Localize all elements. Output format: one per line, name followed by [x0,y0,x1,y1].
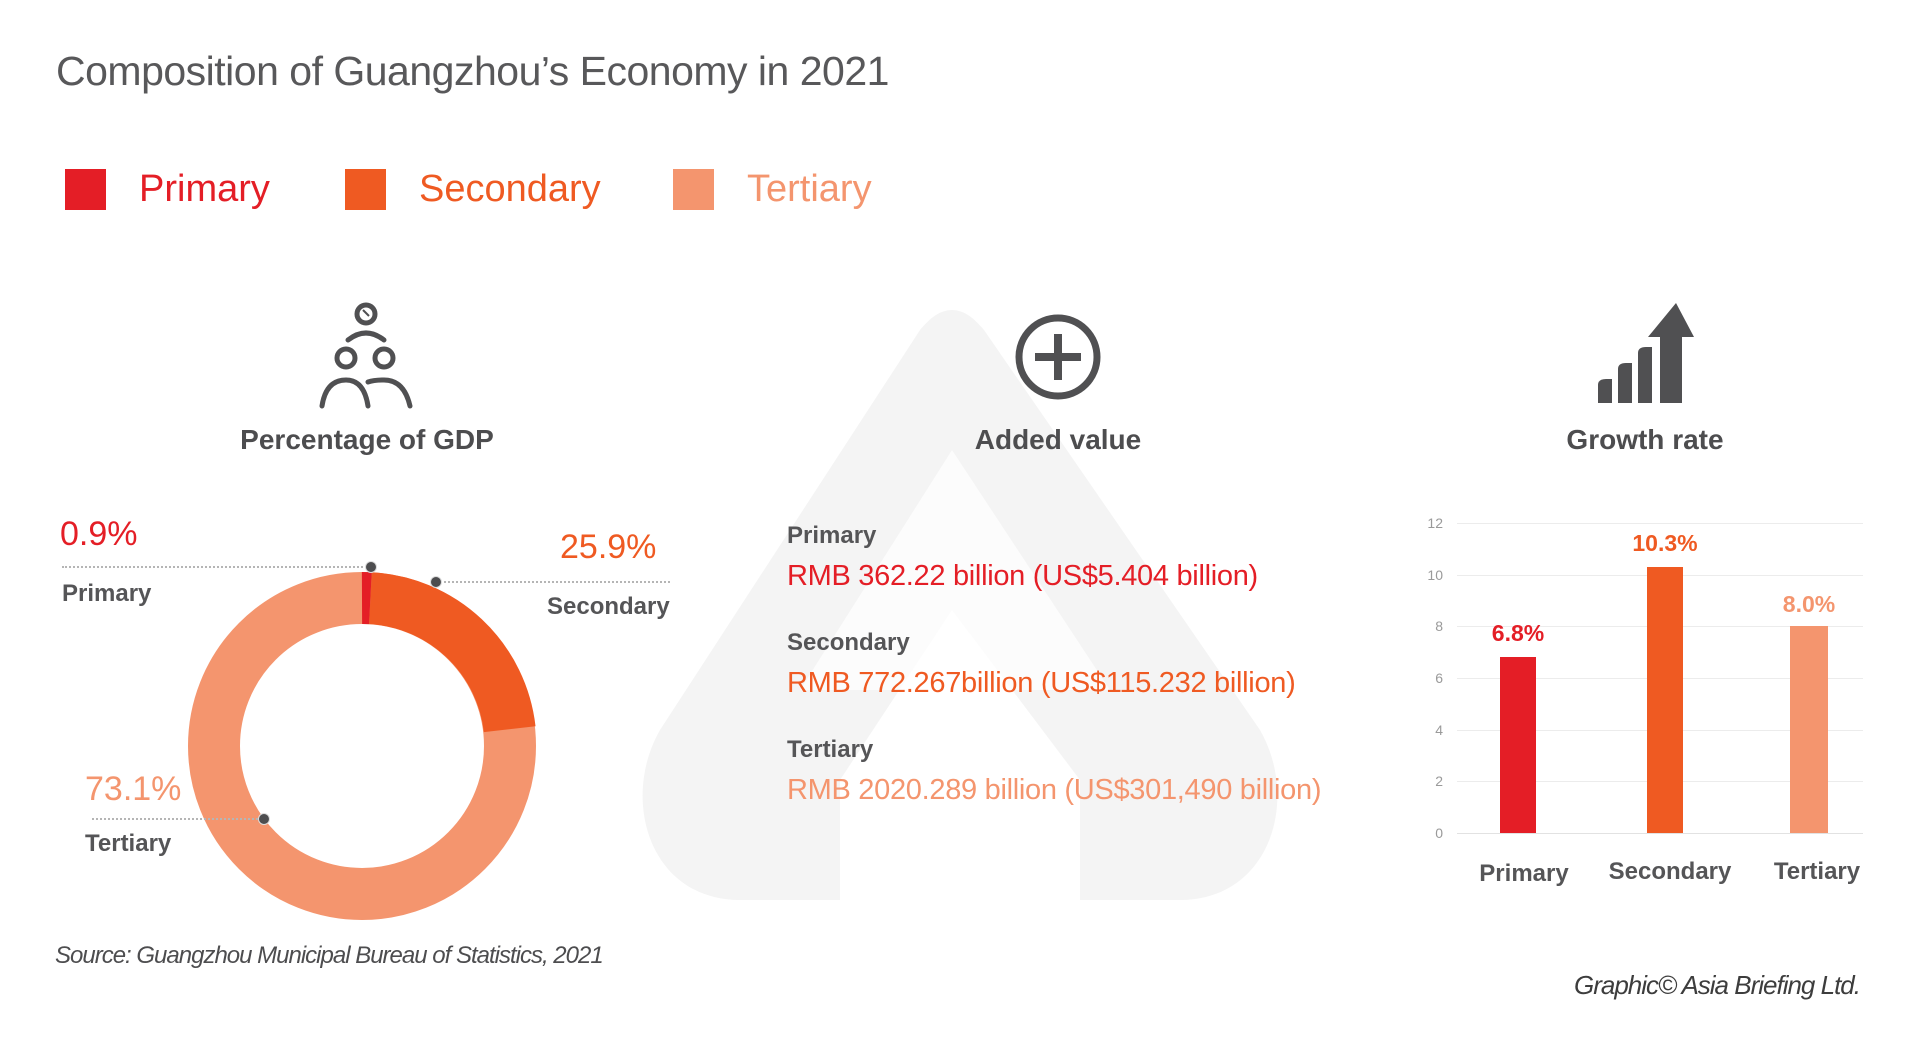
leader-dot-tertiary [258,813,270,825]
leader-dot-secondary [430,576,442,588]
plus-circle-icon [1015,314,1101,400]
bar-label-secondary: 10.3% [1632,530,1698,556]
leader-line-primary [62,566,374,568]
leader-line-secondary [436,581,670,583]
people-group-icon [319,302,413,409]
bar-label-primary: 6.8% [1491,620,1545,646]
legend-swatch-primary [65,169,106,210]
x-label-tertiary: Tertiary [1773,858,1861,885]
legend-item-primary: Primary [65,168,270,211]
bar-primary [1500,657,1536,833]
legend-swatch-secondary [345,169,386,210]
added-value-secondary: RMB 772.267billion (US$115.232 billion) [787,667,1296,699]
donut-segment-secondary [368,572,536,733]
y-tick: 12 [1427,515,1443,531]
gridline-0 [1457,833,1863,834]
source-note: Source: Guangzhou Municipal Bureau of St… [55,942,604,969]
legend-swatch-tertiary [673,169,714,210]
x-label-primary: Primary [1479,860,1569,887]
added-value-label-tertiary: Tertiary [787,736,874,763]
added-value-tertiary: RMB 2020.289 billion (US$301,490 billion… [787,774,1322,806]
bar-label-tertiary: 8.0% [1782,591,1836,617]
bar-tertiary [1790,626,1828,833]
y-tick: 10 [1427,567,1443,583]
donut-label-primary-pct: 0.9% [60,515,138,553]
y-tick: 4 [1435,722,1443,738]
leader-dot-primary [365,561,377,573]
added-value-label-primary: Primary [787,522,877,549]
legend-item-secondary: Secondary [345,168,601,211]
section-title-added-value: Added value [974,424,1142,455]
gridline-12 [1457,523,1863,524]
added-value-primary: RMB 362.22 billion (US$5.404 billion) [787,560,1258,592]
donut-label-tertiary-pct: 73.1% [85,770,182,808]
section-title-gdp: Percentage of GDP [240,424,494,455]
growth-bar-chart: 12 10 8 6 4 2 0 6.8% 10.3% 8.0% [1410,515,1870,845]
leader-line-tertiary [92,818,262,820]
section-title-growth: Growth rate [1566,424,1724,455]
page-title: Composition of Guangzhou’s Economy in 20… [56,48,889,94]
donut-chart [188,572,536,920]
graphic-credit: Graphic© Asia Briefing Ltd. [1573,970,1861,1000]
y-tick: 6 [1435,670,1443,686]
legend-label: Secondary [419,168,601,210]
y-tick: 8 [1435,618,1443,634]
watermark-logo-icon [642,310,1278,900]
legend-item-tertiary: Tertiary [673,168,872,211]
donut-label-secondary-pct: 25.9% [560,528,657,566]
bar-secondary [1647,567,1683,833]
legend-label: Tertiary [747,168,872,210]
x-label-secondary: Secondary [1608,858,1732,885]
growth-bars-arrow-icon [1598,303,1694,403]
donut-label-secondary: Secondary [547,593,670,620]
donut-label-primary: Primary [62,580,152,607]
donut-label-tertiary: Tertiary [85,830,172,857]
legend-label: Primary [139,168,270,210]
added-value-label-secondary: Secondary [787,629,910,656]
y-tick: 0 [1435,825,1443,841]
y-tick: 2 [1435,773,1443,789]
